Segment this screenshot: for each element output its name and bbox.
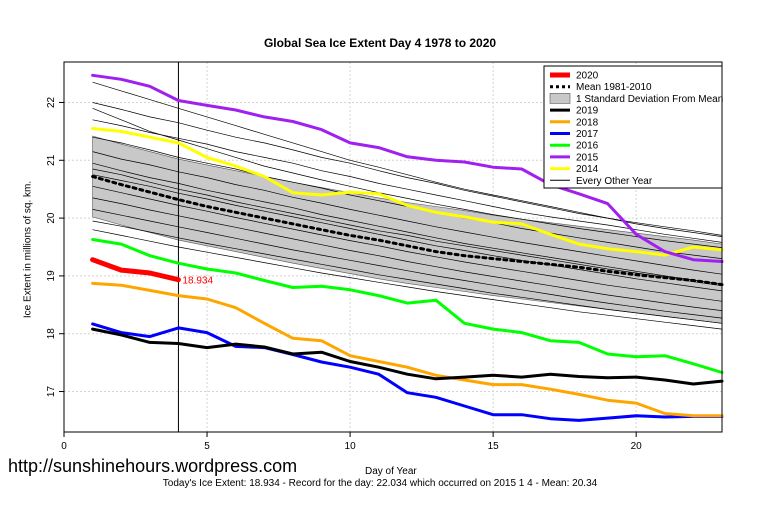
y-tick-label: 17: [46, 386, 57, 398]
other-year-line: [92, 102, 723, 237]
series-line-mean: [91, 175, 724, 287]
x-tick-label: 0: [61, 441, 67, 452]
legend-label: 2015: [576, 152, 599, 163]
footer-summary: Today's Ice Extent: 18.934 - Record for …: [162, 478, 598, 489]
legend-label: Every Other Year: [576, 176, 653, 187]
other-year-line: [92, 229, 723, 330]
other-year-line: [92, 220, 723, 324]
legend-label: 2019: [576, 106, 599, 117]
legend-label: Mean 1981-2010: [576, 82, 652, 93]
legend-label: 2014: [576, 164, 599, 175]
series-line-2018: [91, 281, 724, 418]
other-year-line: [92, 185, 723, 302]
other-year-line: [92, 119, 723, 243]
series-line-2019: [91, 327, 724, 386]
other-year-line: [92, 162, 723, 285]
x-axis-label: Day of Year: [365, 466, 417, 477]
legend-box: [543, 65, 723, 189]
y-tick-label: 18: [46, 328, 57, 340]
other-year-line: [92, 168, 723, 287]
plot-frame: [63, 61, 723, 433]
other-year-line: [92, 197, 723, 311]
x-tick-label: 10: [345, 441, 357, 452]
chart-title: Global Sea Ice Extent Day 4 1978 to 2020: [263, 36, 497, 50]
legend-label: 2018: [576, 117, 599, 128]
series-line-2015: [91, 73, 724, 263]
other-year-line: [92, 151, 723, 275]
other-year-line: [92, 209, 723, 319]
watermark-url: http://sunshinehours.wordpress.com: [8, 456, 298, 476]
other-year-line: [92, 81, 723, 236]
y-tick-label: 20: [46, 212, 57, 224]
other-year-line: [92, 107, 723, 248]
series-line-2020: [90, 257, 181, 283]
series-line-2016: [91, 238, 724, 374]
x-tick-label: 5: [204, 441, 210, 452]
x-tick-label: 20: [631, 441, 643, 452]
legend-label: 2020: [576, 71, 599, 82]
legend-label: 2017: [576, 129, 599, 140]
y-tick-label: 21: [46, 154, 57, 166]
series-line-2014: [91, 127, 724, 257]
other-year-line: [92, 174, 723, 292]
legend-label: 2016: [576, 141, 599, 152]
x-tick-label: 15: [488, 441, 500, 452]
legend-label: 1 Standard Deviation From Mean: [576, 94, 723, 105]
y-tick-label: 22: [46, 96, 57, 108]
series-line-2017: [91, 322, 724, 422]
current-value-label: 18.934: [182, 276, 213, 287]
y-tick-label: 19: [46, 270, 57, 282]
legend-swatch: [549, 93, 571, 104]
